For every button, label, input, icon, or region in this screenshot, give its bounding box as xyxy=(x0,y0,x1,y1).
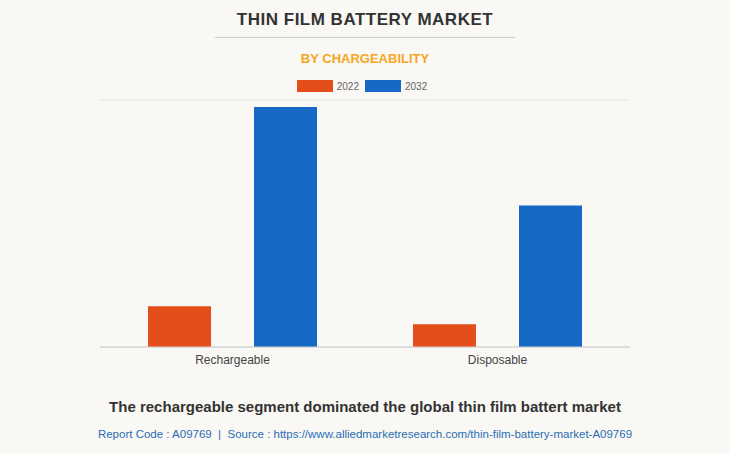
html-text:The rechargeable segment domin: The rechargeable segment dominated the g… xyxy=(109,398,621,415)
svg-text:Rechargeable: Rechargeable xyxy=(195,353,270,367)
html-text:2022: 2022 xyxy=(336,80,359,92)
html-text:BY CHARGEABILITY: BY CHARGEABILITY xyxy=(300,51,430,66)
html-text:2032: 2032 xyxy=(405,80,428,92)
html-text:THIN FILM BATTERY MARKET: THIN FILM BATTERY MARKET xyxy=(236,10,494,29)
html-text:Report Code : A09769 | Source: Report Code : A09769 | Source : https://… xyxy=(97,428,633,440)
svg-text:Disposable: Disposable xyxy=(468,353,528,367)
